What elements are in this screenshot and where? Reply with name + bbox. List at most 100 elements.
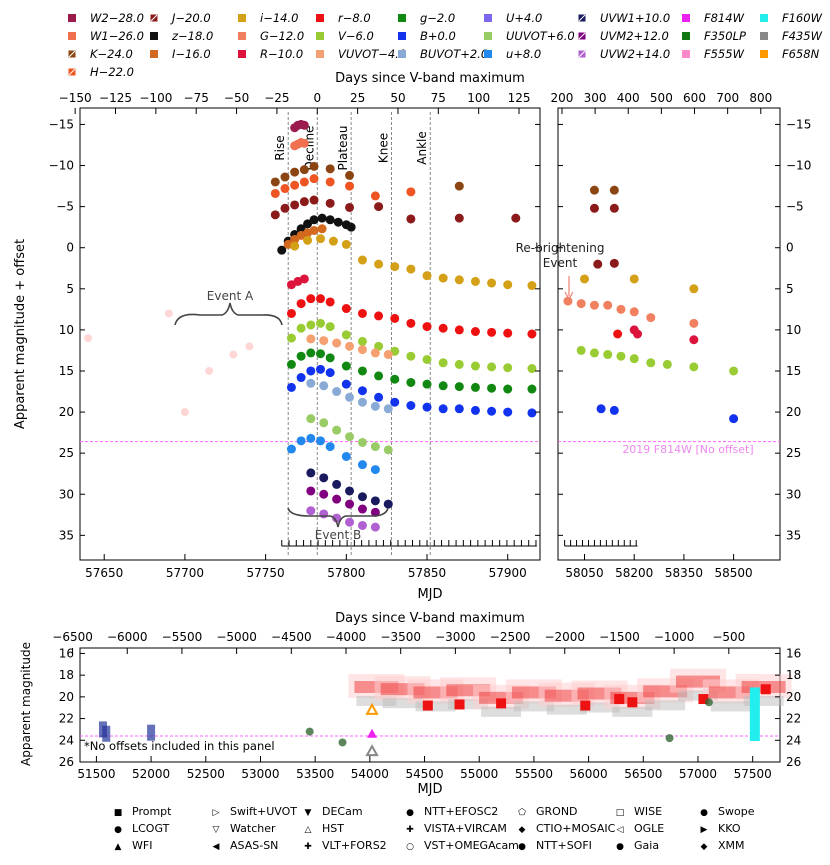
legend-entry: UUVOT+6.0 <box>484 29 575 43</box>
legend-label: I−16.0 <box>172 47 211 61</box>
data-point <box>306 414 316 424</box>
data-point <box>406 264 416 274</box>
data-point <box>370 496 380 506</box>
data-point <box>438 404 448 414</box>
data-point <box>370 507 380 517</box>
bottom-panel-marks <box>98 668 792 757</box>
y-tick-label: −10 <box>786 159 811 173</box>
data-point <box>270 188 280 198</box>
legend-swatch-hatch <box>578 32 586 40</box>
series-late-r <box>613 329 623 339</box>
x-tick-label: 55500 <box>515 767 553 781</box>
legend-entry: I−16.0 <box>150 47 211 61</box>
instrument-legend-entry: ▽ Watcher <box>213 822 276 835</box>
data-point <box>357 520 367 530</box>
data-point <box>470 361 480 371</box>
data-point <box>325 353 335 363</box>
x-tick-label: 58350 <box>665 566 703 580</box>
top-tick-label: −1000 <box>654 630 695 644</box>
series-u-uvot-6-0 <box>306 414 393 455</box>
data-point <box>280 172 290 182</box>
legend-entry: R−10.0 <box>238 47 303 61</box>
instrument-legend-entry: ● NTT+EFOSC2 <box>406 805 498 818</box>
data-point <box>306 433 316 443</box>
legend-swatch <box>682 14 690 22</box>
series-u-8-0 <box>286 433 380 475</box>
upper-limits <box>645 700 686 711</box>
data-point <box>290 234 300 244</box>
data-point <box>390 397 400 407</box>
instrument-legend-entry: ● LCOGT <box>114 822 170 835</box>
data-point <box>341 379 351 389</box>
top-tick-label: −500 <box>712 630 745 644</box>
top-tick-label: −3000 <box>435 630 476 644</box>
data-point <box>470 382 480 392</box>
instrument-marker: ▽ <box>213 825 220 835</box>
top-tick-label: −6500 <box>52 630 93 644</box>
instrument-legend-entry: ◁ OGLE <box>617 822 665 835</box>
data-point <box>576 345 586 355</box>
instrument-legend: ■ Prompt ▷ Swift+UVOT ▼ DECam ● NTT+EFOSC2 ⬠ GRON… <box>114 805 755 852</box>
data-point <box>290 167 300 177</box>
legend-entry: g−2.0 <box>398 11 455 25</box>
legend-swatch <box>682 50 690 58</box>
instrument-label: VST+OMEGAcam <box>424 839 519 852</box>
data-point <box>296 436 306 446</box>
data-point <box>315 318 325 328</box>
y-tick-label: 18 <box>59 668 74 682</box>
x-tick-label: 57700 <box>166 566 204 580</box>
y-tick-label: 30 <box>786 487 801 501</box>
instrument-legend-entry: △ HST <box>305 822 345 835</box>
x-tick-label: 52500 <box>187 767 225 781</box>
faint-point <box>245 342 254 351</box>
data-point <box>438 381 448 391</box>
legend-entry: B+0.0 <box>398 29 456 43</box>
data-point <box>332 494 342 504</box>
legend-label: K−24.0 <box>90 47 133 61</box>
instrument-label: GROND <box>536 805 578 818</box>
instrument-label: NTT+EFOSC2 <box>424 805 498 818</box>
instrument-marker: ▲ <box>115 842 122 852</box>
data-point <box>332 425 342 435</box>
legend-label: g−2.0 <box>420 11 455 25</box>
instrument-legend-entry: □ WISE <box>616 805 662 818</box>
instrument-marker: ✚ <box>304 842 312 852</box>
data-point <box>629 354 639 364</box>
instrument-label: Swift+UVOT <box>230 805 297 818</box>
faint-point <box>164 309 173 318</box>
instrument-marker: ● <box>406 808 414 818</box>
data-point <box>345 486 355 496</box>
instrument-marker: ▼ <box>305 808 312 818</box>
y-tick-label: −15 <box>49 117 74 131</box>
x-tick-label: 56000 <box>570 767 608 781</box>
x-tick-label: 54500 <box>405 767 443 781</box>
bottom-panel-ticks: 51500 52000 52500 53000 53500 54000 54500 55000… <box>52 630 801 781</box>
data-point <box>527 384 537 394</box>
x-tick-label: 58200 <box>615 566 653 580</box>
instrument-label: Watcher <box>230 822 276 835</box>
legend-entry: F350LP <box>682 29 746 43</box>
series-late-r <box>629 325 699 345</box>
data-point <box>341 239 351 249</box>
top-tick-label: 25 <box>350 91 365 105</box>
y-tick-label: −5 <box>56 200 74 214</box>
data-point <box>325 164 335 174</box>
y-tick-label: 20 <box>786 405 801 419</box>
instrument-legend-entry: ⬠ GROND <box>518 805 577 818</box>
prompt-point <box>627 697 638 708</box>
data-point <box>470 276 480 286</box>
phase-label: Plateau <box>336 126 350 171</box>
data-point <box>299 197 309 207</box>
x-tick-label: 57000 <box>679 767 717 781</box>
top-tick-label: 100 <box>467 91 490 105</box>
data-point <box>315 234 325 244</box>
data-point <box>406 351 416 361</box>
legend-swatch <box>316 32 324 40</box>
data-point <box>374 259 384 269</box>
data-point <box>319 418 329 428</box>
data-point <box>589 203 599 213</box>
data-point <box>487 362 497 372</box>
event-a-brace <box>174 302 283 326</box>
y-tick-label: 30 <box>59 487 74 501</box>
data-point <box>325 297 335 307</box>
